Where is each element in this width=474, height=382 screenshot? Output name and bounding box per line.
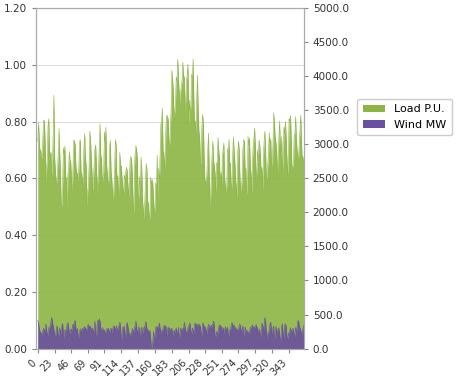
Legend: Load P.U., Wind MW: Load P.U., Wind MW <box>357 99 452 136</box>
